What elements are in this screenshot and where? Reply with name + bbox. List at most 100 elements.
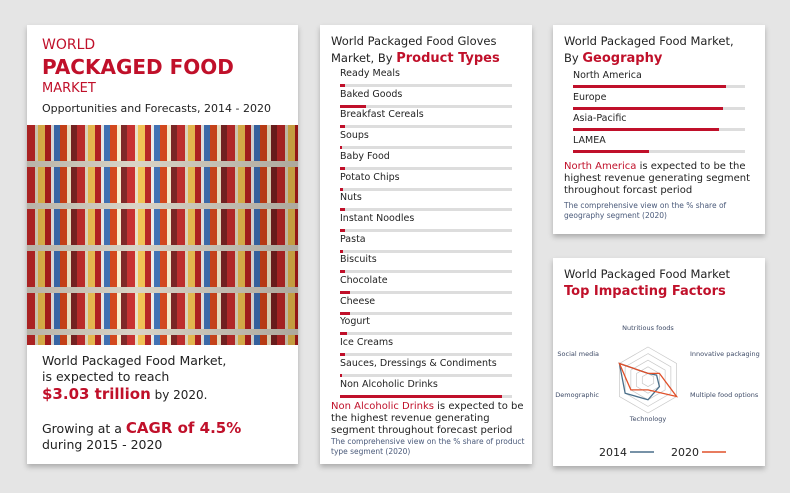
bar-row: Non Alcoholic Drinks — [340, 379, 512, 398]
bar-label: Baby Food — [340, 150, 390, 162]
bar-label: North America — [573, 70, 642, 81]
bar-label: Chocolate — [340, 275, 388, 286]
bar-fill — [340, 270, 346, 274]
bar-fill — [340, 373, 342, 377]
bar-fill — [340, 146, 342, 150]
bar-row: Breakfast Cereals — [340, 109, 512, 129]
bar-track — [340, 187, 512, 191]
bar-row: Chocolate — [340, 275, 512, 294]
value-text: $3.03 trillion by 2020. — [42, 385, 208, 403]
bar-fill — [573, 106, 723, 110]
bar-label: Nuts — [340, 192, 362, 204]
bar-track — [340, 270, 512, 274]
bar-row: Pasta — [340, 234, 512, 253]
bar-fill — [340, 291, 351, 294]
bar-row: Biscuits — [340, 254, 512, 274]
bar-fill — [573, 85, 727, 88]
bar-row: Asia-Pacific — [573, 113, 745, 132]
bar-track — [340, 249, 512, 253]
bar-fill — [340, 228, 346, 232]
bar-fill — [340, 208, 346, 212]
bar-fill — [340, 332, 347, 336]
hero-title: PACKAGED FOOD — [42, 55, 234, 79]
bar-track — [340, 394, 512, 398]
bar-track — [573, 150, 745, 154]
bar-fill — [573, 150, 649, 154]
bar-track — [340, 166, 512, 170]
geography-note: North America is expected to be the high… — [564, 161, 751, 196]
hero-line3: MARKET — [42, 81, 96, 96]
hero-card: WORLD PACKAGED FOOD MARKET Opportunities… — [27, 25, 298, 464]
bar-label: Cheese — [340, 295, 376, 307]
bar-label: LAMEA — [573, 135, 606, 147]
bar-fill — [340, 104, 366, 108]
radar-chart: Nutritious foods Innovative packaging Mult… — [555, 324, 760, 459]
bar-row: Potato Chips — [340, 172, 512, 191]
bar-label: Europe — [573, 91, 607, 103]
bar-label: Breakfast Cereals — [340, 109, 424, 121]
bar-label: Sauces, Dressings & Condiments — [340, 357, 497, 369]
radar-grid-ring — [619, 346, 677, 414]
supermarket-shelf-image — [27, 125, 298, 345]
bar-fill — [340, 166, 346, 170]
bar-row: Sauces, Dressings & Condiments — [340, 358, 512, 377]
geography-caption: The comprehensive view on the % share of… — [564, 201, 727, 220]
bar-track — [340, 291, 512, 294]
radar-axis-label: Innovative packaging — [690, 350, 760, 358]
bar-label: Asia-Pacific — [573, 113, 627, 125]
bar-row: Baby Food — [340, 151, 512, 170]
radar-axis-label: Multiple food options — [690, 391, 759, 399]
bar-label: Potato Chips — [340, 171, 400, 183]
geography-title: World Packaged Food Market, By Geography — [564, 34, 734, 66]
bar-label: Yogurt — [340, 316, 371, 328]
bar-row: Nuts — [340, 192, 512, 212]
bar-fill — [340, 125, 346, 129]
bar-label: Instant Noodles — [340, 212, 415, 224]
hero-line1: WORLD — [42, 37, 96, 53]
hero-subtitle: Opportunities and Forecasts, 2014 - 2020 — [42, 102, 271, 115]
bar-fill — [340, 394, 502, 398]
bar-label: Soups — [340, 130, 369, 142]
bar-fill — [340, 84, 346, 87]
impacting-factors-card: World Packaged Food Market Top Impacting … — [553, 258, 765, 466]
bar-track — [340, 208, 512, 212]
radar-grid-ring — [624, 353, 672, 407]
product-types-card: World Packaged Food Gloves Market, By Pro… — [320, 25, 532, 464]
bar-label: Baked Goods — [340, 88, 403, 100]
bar-track — [340, 373, 512, 377]
bar-row: Ice Creams — [340, 337, 512, 357]
cagr-text: Growing at a CAGR of 4.5% during 2015 - 2… — [42, 419, 242, 452]
bar-row: Cheese — [340, 296, 512, 315]
bar-fill — [340, 187, 344, 191]
radar-grid-ring — [630, 359, 666, 401]
bar-label: Pasta — [340, 233, 366, 245]
bar-label: Ready Meals — [340, 68, 400, 79]
bar-fill — [340, 311, 351, 315]
radar-series-2020 — [618, 362, 679, 398]
bar-row: Instant Noodles — [340, 213, 512, 232]
bar-fill — [340, 353, 346, 357]
legend-label: 2020 — [671, 446, 699, 459]
bar-row: Baked Goods — [340, 89, 512, 108]
bar-track — [573, 128, 745, 132]
bar-track — [340, 84, 512, 87]
bar-track — [340, 146, 512, 150]
radar-axis-label: Technology — [629, 415, 667, 423]
geography-card: World Packaged Food Market, By Geography … — [553, 25, 765, 234]
bar-row: Europe — [573, 92, 745, 110]
radar-axis-label: Demographic — [555, 391, 599, 399]
bar-label: Ice Creams — [340, 337, 394, 349]
radar-grid-ring — [641, 372, 655, 388]
bar-row: Yogurt — [340, 316, 512, 336]
bar-row: Ready Meals — [340, 68, 512, 87]
legend-label: 2014 — [599, 446, 627, 459]
bar-row: LAMEA — [573, 135, 745, 154]
bar-track — [340, 228, 512, 232]
radar-axis-label: Nutritious foods — [622, 324, 674, 332]
reach-text: World Packaged Food Market, is expected t… — [42, 353, 227, 384]
bar-track — [340, 125, 512, 129]
bar-row: North America — [573, 70, 745, 88]
bar-track — [340, 353, 512, 357]
product-types-title: World Packaged Food Gloves Market, By Pro… — [331, 34, 500, 66]
bar-track — [573, 85, 745, 88]
